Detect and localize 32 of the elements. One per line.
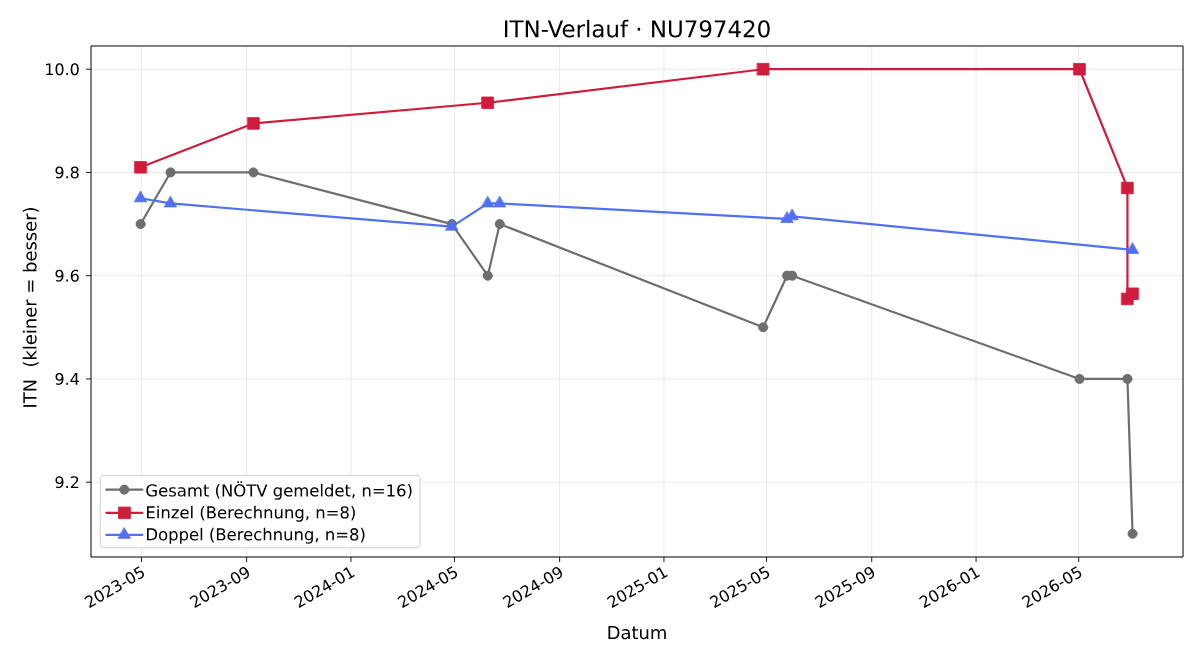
- x-axis-title: Datum: [608, 625, 666, 640]
- point: [247, 117, 260, 130]
- point: [1121, 181, 1134, 195]
- point: [135, 219, 146, 230]
- point: [1127, 528, 1138, 539]
- point: [1126, 242, 1140, 254]
- point: [134, 161, 147, 174]
- point: [1074, 373, 1085, 384]
- legend-label: Einzel (Berechnung, n=8): [147, 505, 355, 522]
- point: [165, 167, 176, 178]
- y-tick-label: 9.8: [55, 166, 79, 179]
- chart-title: ITN-Verlauf · NU797420: [505, 19, 770, 38]
- point: [481, 196, 495, 208]
- point: [758, 322, 769, 333]
- legend-label: Gesamt (NÖTV gemeldet, n=16): [146, 481, 412, 500]
- point: [1126, 287, 1139, 300]
- point: [481, 96, 494, 109]
- point: [134, 190, 148, 203]
- y-tick-label: 9.4: [55, 372, 79, 385]
- point: [494, 219, 505, 230]
- point: [756, 63, 770, 76]
- point: [493, 196, 507, 208]
- y-tick-label: 10.0: [46, 63, 79, 76]
- point: [164, 196, 177, 208]
- point: [1073, 63, 1086, 76]
- y-axis-title: ITN (kleiner = besser): [22, 207, 39, 407]
- y-tick-label: 9.6: [55, 269, 79, 282]
- point: [1122, 373, 1133, 384]
- point: [482, 270, 493, 281]
- point: [248, 167, 259, 178]
- y-tick-label: 9.2: [55, 476, 79, 489]
- legend-label: Doppel (Berechnung, n=8): [147, 527, 365, 544]
